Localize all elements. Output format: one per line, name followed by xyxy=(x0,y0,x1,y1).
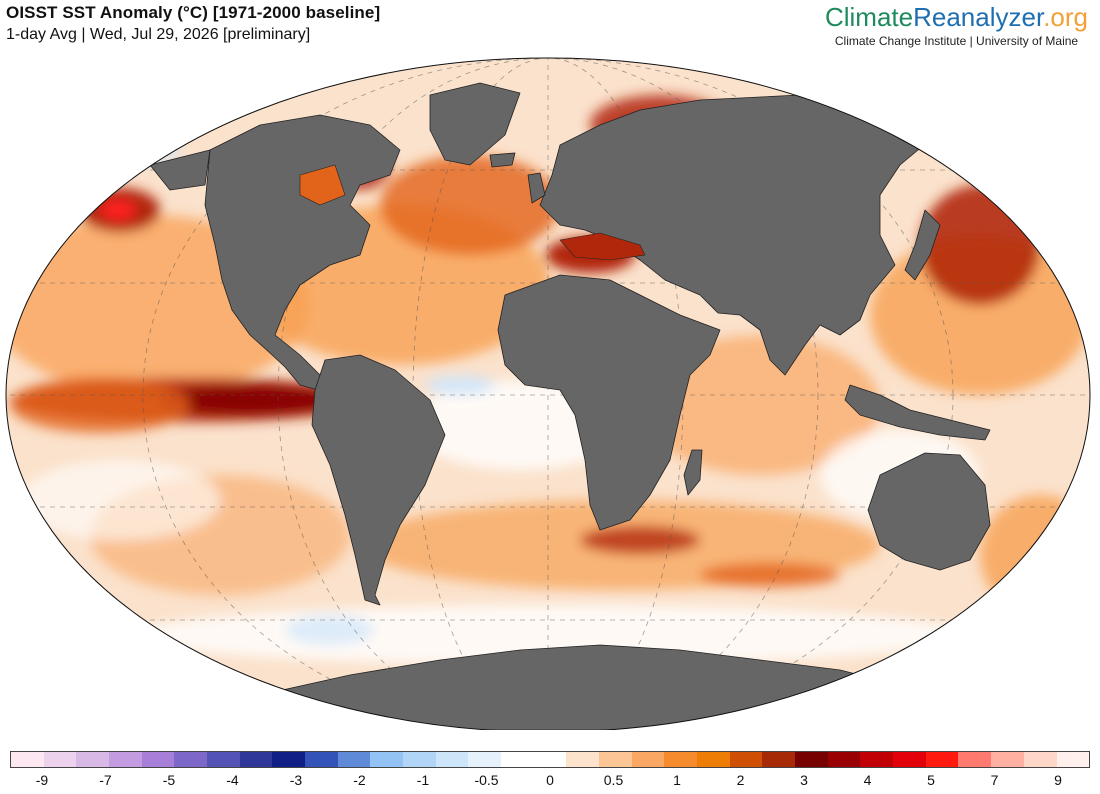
colorbar-cell xyxy=(174,752,208,767)
landmasses xyxy=(149,82,1029,730)
colorbar-cell xyxy=(1056,752,1090,767)
colorbar-tick-label: 5 xyxy=(927,772,935,788)
colorbar-tick-label: -9 xyxy=(35,772,49,788)
colorbar-cell xyxy=(599,752,632,767)
sst-anomaly-map[interactable] xyxy=(0,55,1100,730)
colorbar-tick-label: 0.5 xyxy=(603,772,624,788)
colorbar-cell xyxy=(1023,752,1057,767)
colorbar-tick-label: -7 xyxy=(99,772,112,788)
colorbar-cell xyxy=(43,752,77,767)
colorbar-tick-label: 1 xyxy=(673,772,681,788)
colorbar-cell xyxy=(435,752,469,767)
page-subtitle: 1-day Avg | Wed, Jul 29, 2026 [prelimina… xyxy=(6,26,311,43)
land-uk xyxy=(527,172,546,204)
land-japan xyxy=(904,209,941,281)
colorbar-cell xyxy=(827,752,861,767)
colorbar-cell xyxy=(795,752,828,767)
colorbar-cell xyxy=(76,752,110,767)
land-maritime-se-asia xyxy=(844,384,991,441)
colorbar-cell xyxy=(697,752,730,767)
colorbar-tick-label: 3 xyxy=(800,772,808,788)
land-south-america xyxy=(311,354,446,606)
page-title: OISST SST Anomaly (°C) [1971-2000 baseli… xyxy=(6,3,381,22)
colorbar-cell xyxy=(566,752,600,767)
colorbar-tick-label: 7 xyxy=(990,772,999,788)
colorbar xyxy=(10,751,1090,768)
colorbar-tick-label: -1 xyxy=(416,772,430,788)
brand-subtitle: Climate Change Institute | University of… xyxy=(834,34,1079,48)
colorbar-cell xyxy=(664,752,698,767)
colorbar-cell xyxy=(109,752,142,767)
colorbar-cell xyxy=(533,752,567,767)
colorbar-ticks: -9 -7 -5 -4 -3 -2 -1 -0.5 0 0.5 1 2 3 4 5 7 9 xyxy=(10,772,1090,792)
colorbar-tick-label: -3 xyxy=(289,772,303,788)
inland-seas xyxy=(299,164,646,261)
colorbar-tick-label: -0.5 xyxy=(474,772,499,788)
land-greenland xyxy=(429,82,521,166)
colorbar-cell xyxy=(141,752,175,767)
world-map-svg xyxy=(5,57,1091,730)
colorbar-cell xyxy=(468,752,502,767)
colorbar-tick-label: 4 xyxy=(863,772,872,788)
colorbar-cell xyxy=(305,752,338,767)
colorbar-cell xyxy=(501,752,534,767)
land-iceland xyxy=(489,152,516,168)
globe-outline xyxy=(5,57,1091,730)
brand-logo[interactable]: ClimateReanalyzer.org Climate Change Ins… xyxy=(825,2,1088,48)
colorbar-cell xyxy=(272,752,306,767)
colorbar-tick-label: -5 xyxy=(162,772,176,788)
mediterranean-sea xyxy=(559,232,646,261)
colorbar-cell xyxy=(631,752,665,767)
colorbar-tick-label: 2 xyxy=(736,772,745,788)
colorbar-cell xyxy=(762,752,796,767)
land-australia xyxy=(867,452,991,571)
colorbar-cell xyxy=(893,752,926,767)
colorbar-cell xyxy=(925,752,959,767)
colorbar-cell xyxy=(729,752,763,767)
land-madagascar xyxy=(683,449,703,496)
colorbar-cell xyxy=(958,752,992,767)
brand-name-part3: .org xyxy=(1043,2,1088,32)
land-africa xyxy=(497,274,721,531)
hudson-bay xyxy=(299,164,346,206)
land-alaska xyxy=(149,149,211,191)
brand-name-part1: Climate xyxy=(824,2,914,32)
colorbar-cell xyxy=(403,752,436,767)
colorbar-tick-label: -2 xyxy=(353,772,366,788)
brand-name-part2: Reanalyzer xyxy=(913,2,1044,32)
colorbar-cell xyxy=(370,752,404,767)
land-new-zealand xyxy=(1001,574,1029,616)
colorbar-cell xyxy=(207,752,240,767)
colorbar-tick-label: 9 xyxy=(1054,772,1062,788)
colorbar-cell xyxy=(991,752,1024,767)
colorbar-tick-label: -4 xyxy=(226,772,239,788)
colorbar-cell xyxy=(11,752,44,767)
brand-name: ClimateReanalyzer.org xyxy=(825,2,1088,32)
colorbar-cell xyxy=(239,752,273,767)
colorbar-cell xyxy=(337,752,371,767)
land-north-america xyxy=(204,114,401,391)
colorbar-tick-label: 0 xyxy=(546,772,554,788)
colorbar-cell xyxy=(860,752,894,767)
